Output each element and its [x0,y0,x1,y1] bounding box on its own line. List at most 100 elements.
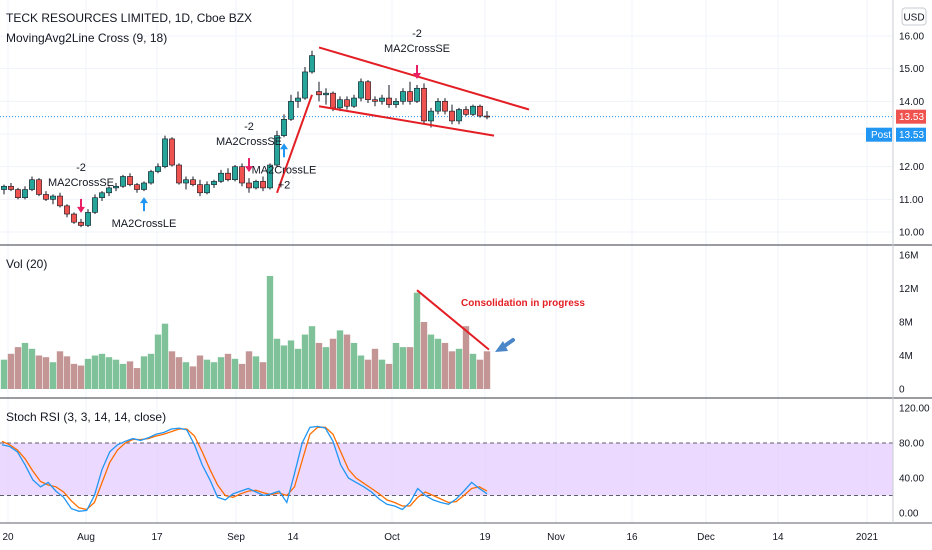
volume-bar [252,356,260,389]
candle-body [204,184,210,194]
volume-bar [245,351,253,389]
volume-bar [210,362,218,389]
candle [141,181,147,192]
candle [414,85,420,103]
short-signal-arrowhead-icon [77,206,85,213]
volume-bar [0,359,8,389]
signal-label: MA2CrossSE [48,177,114,189]
volume-bar [266,275,274,389]
last-price-value: 13.53 [899,112,924,123]
indicator-label[interactable]: MovingAvg2Line Cross (9, 18) [6,31,167,45]
candle [400,88,406,105]
candle-body [1,185,7,190]
short-signal-arrowhead-icon [413,73,421,79]
last-price-badge [896,109,926,124]
volume-bar [224,353,232,389]
volume-bar [21,342,29,389]
candle-body [190,179,196,185]
volume-trendline [416,289,490,351]
volume-bar [469,353,477,389]
volume-bar [455,348,463,389]
candle [36,178,42,197]
candle [225,168,231,182]
volume-axis[interactable]: 16M 12M 8M 4M 0 [899,251,918,396]
post-price-value: 13.53 [899,130,924,141]
volume-tick-label: 12M [899,284,918,295]
post-label: Post [871,130,891,141]
candle-body [162,138,168,167]
volume-bar [56,351,64,389]
volume-bar [168,351,176,389]
candle-body [379,97,385,102]
candle [344,96,350,110]
volume-bar [105,357,113,389]
volume-bar [434,338,442,389]
volume-bar [399,347,407,389]
candle-body [463,109,469,115]
annotation-arrow-icon [495,338,515,352]
candle-body [365,81,371,100]
candles[interactable] [1,50,490,228]
candle-body [456,109,462,122]
stoch-axis[interactable]: 120.00 80.00 40.00 0.00 [899,404,930,520]
consolidation-annotation: Consolidation in progress [461,298,585,309]
volume-bar [35,355,43,389]
stoch-label[interactable]: Stoch RSI (3, 3, 14, 14, close) [6,410,166,424]
candle-body [211,181,217,185]
volume-bar [147,353,155,389]
volume-bar [448,351,456,389]
candle-body [99,192,105,199]
candle [232,165,238,182]
volume-bar [392,342,400,389]
time-tick-label: Nov [547,532,565,543]
signal-label: MA2CrossLE [252,164,317,176]
candle [29,176,35,192]
candle [260,176,266,192]
volume-bar [42,357,50,389]
candle-body [414,87,420,102]
volume-bars [0,275,491,389]
candle-body [400,91,406,102]
volume-label[interactable]: Vol (20) [6,257,47,271]
candle [372,96,378,107]
candle [358,78,364,102]
currency-label: USD [903,13,924,24]
candle-body [29,179,35,190]
time-tick-label: 17 [151,532,163,543]
candle-body [176,164,182,184]
candle-body [393,101,399,105]
trendlines[interactable] [276,46,530,194]
volume-bar [315,342,323,389]
candle-body [428,110,434,122]
candle [435,98,441,115]
volume-bar [420,322,428,389]
candle-body [71,213,77,223]
candle-body [484,115,490,118]
candle-body [22,189,28,199]
candle-body [50,195,56,200]
candle-body [274,135,280,166]
volume-bar [98,353,106,389]
candle-body [309,55,315,73]
candle-body [92,197,98,213]
signal-top-label: -2 [76,162,86,174]
candle-body [435,101,441,112]
volume-bar [308,326,316,389]
volume-bar [203,359,211,389]
volume-bar [259,362,267,389]
volume-tick-label: 4M [899,351,913,362]
candle-body [337,99,343,109]
time-tick-label: Oct [384,532,400,543]
time-axis[interactable]: 20 Aug 17 Sep 14 Oct 19 Nov 16 Dec 14 2021 [2,532,878,543]
price-tick-label: 16.00 [899,32,924,43]
price-tick-label: 15.00 [899,64,924,75]
post-badge [866,127,892,142]
candle [176,163,182,185]
volume-bar [378,359,386,389]
candle-body [106,187,112,194]
signals: -2 MA2CrossSE MA2CrossLE -2 MA2CrossSE MA2Cro… [48,28,450,230]
volume-bar [322,347,330,389]
volume-bar [280,345,288,389]
currency-badge[interactable] [901,7,927,26]
